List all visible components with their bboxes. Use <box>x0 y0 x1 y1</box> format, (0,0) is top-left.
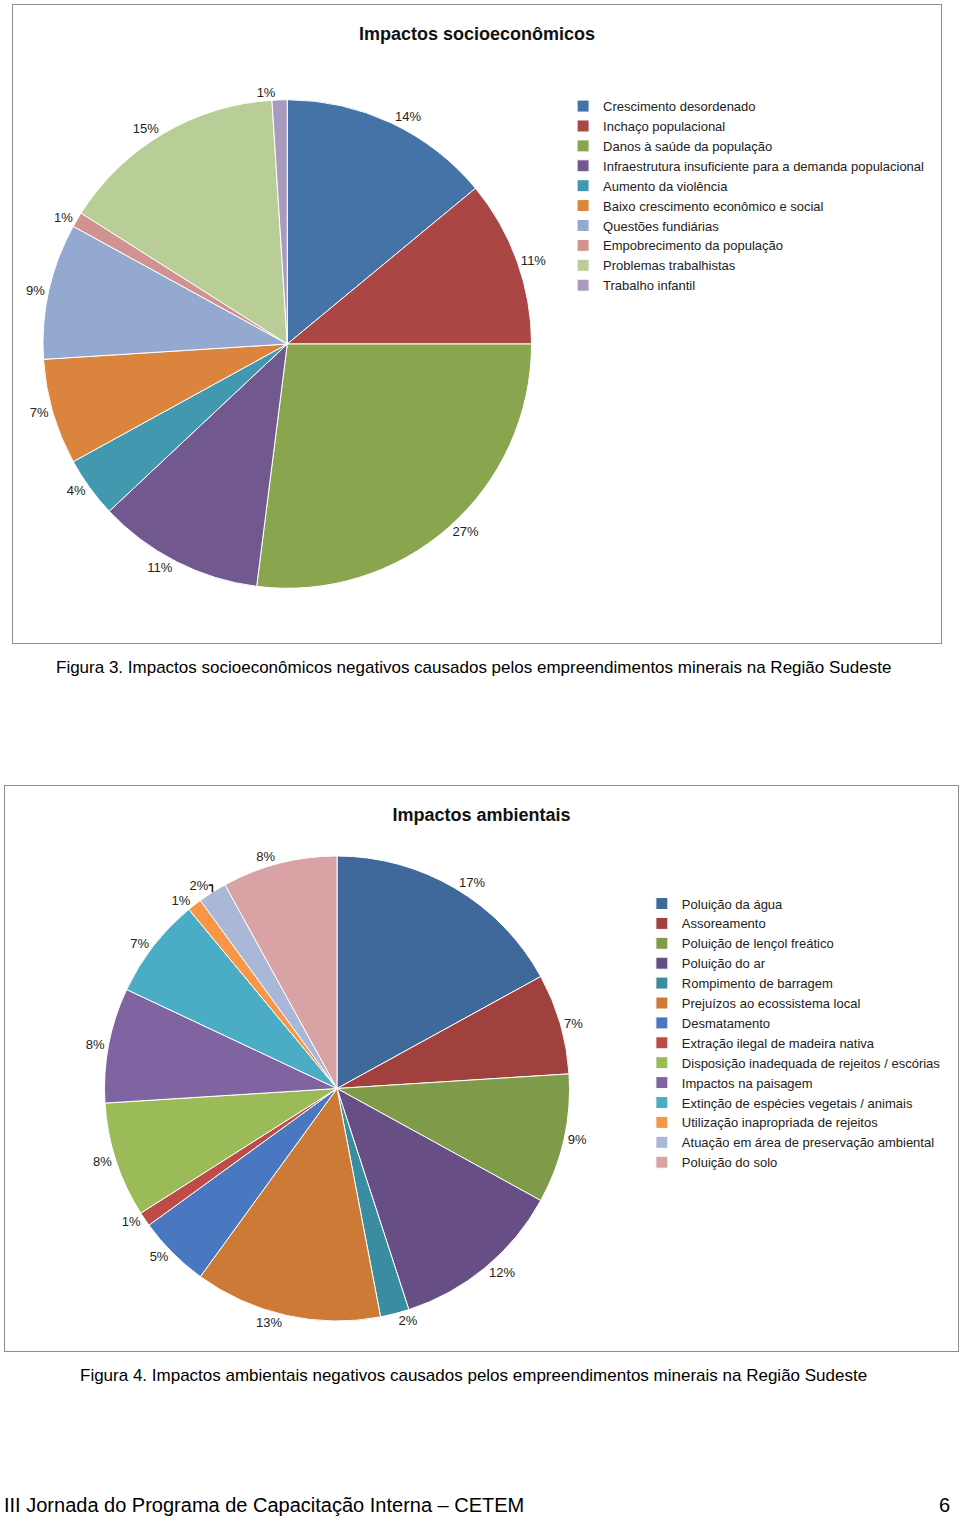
svg-text:Questões fundiárias: Questões fundiárias <box>603 219 719 234</box>
svg-text:Danos à saúde da população: Danos à saúde da população <box>603 139 772 154</box>
svg-text:9%: 9% <box>26 283 45 298</box>
svg-text:15%: 15% <box>133 121 159 136</box>
svg-text:11%: 11% <box>521 253 546 268</box>
svg-text:9%: 9% <box>568 1132 587 1147</box>
html-text:Figura 3. Impactos socioeconôm: Figura 3. Impactos socioeconômicos negat… <box>56 658 892 677</box>
svg-text:Extinção de espécies vegetais: Extinção de espécies vegetais / animais <box>682 1096 913 1111</box>
svg-text:8%: 8% <box>93 1154 112 1169</box>
svg-text:Assoreamento: Assoreamento <box>682 916 766 931</box>
svg-text:1%: 1% <box>257 85 276 100</box>
svg-text:7%: 7% <box>564 1016 583 1031</box>
svg-text:1%: 1% <box>172 893 191 908</box>
svg-text:Problemas trabalhistas: Problemas trabalhistas <box>603 258 736 273</box>
svg-text:Poluição do ar: Poluição do ar <box>682 956 766 971</box>
svg-text:2%: 2% <box>399 1313 418 1328</box>
html-text:III Jornada do Programa de Cap: III Jornada do Programa de Capacitação I… <box>4 1494 525 1516</box>
svg-text:Poluição do solo: Poluição do solo <box>682 1155 777 1170</box>
svg-text:Impactos socioeconômicos: Impactos socioeconômicos <box>359 24 595 44</box>
svg-text:14%: 14% <box>395 109 421 124</box>
svg-text:1%: 1% <box>122 1214 141 1229</box>
svg-text:12%: 12% <box>489 1265 515 1280</box>
svg-text:11%: 11% <box>147 560 172 575</box>
svg-text:Poluição de lençol freático: Poluição de lençol freático <box>682 936 834 951</box>
svg-text:2%: 2% <box>189 878 208 893</box>
svg-text:Inchaço populacional: Inchaço populacional <box>603 119 725 134</box>
svg-text:27%: 27% <box>453 524 479 539</box>
svg-text:8%: 8% <box>86 1037 105 1052</box>
svg-text:Empobrecimento da população: Empobrecimento da população <box>603 238 783 253</box>
svg-text:Aumento da violência: Aumento da violência <box>603 179 728 194</box>
html-text:Figura 4. Impactos ambientais: Figura 4. Impactos ambientais negativos … <box>80 1366 868 1385</box>
svg-text:7%: 7% <box>30 405 49 420</box>
svg-text:Extração ilegal de madeira nat: Extração ilegal de madeira nativa <box>682 1036 875 1051</box>
svg-text:Rompimento de barragem: Rompimento de barragem <box>682 976 833 991</box>
svg-text:Baixo crescimento econômico e: Baixo crescimento econômico e social <box>603 199 823 214</box>
svg-text:Impactos ambientais: Impactos ambientais <box>392 805 570 825</box>
svg-text:Poluição da água: Poluição da água <box>682 897 783 912</box>
svg-text:13%: 13% <box>256 1315 282 1330</box>
svg-text:7%: 7% <box>130 936 149 951</box>
svg-text:Impactos na paisagem: Impactos na paisagem <box>682 1076 813 1091</box>
svg-text:Disposição inadequada de rejei: Disposição inadequada de rejeitos / escó… <box>682 1056 940 1071</box>
svg-text:1%: 1% <box>54 210 73 225</box>
html-text:6: 6 <box>938 1494 950 1516</box>
svg-text:8%: 8% <box>256 849 275 864</box>
svg-text:Trabalho infantil: Trabalho infantil <box>603 278 695 293</box>
svg-text:Infraestrutura insuficiente pa: Infraestrutura insuficiente para a deman… <box>603 159 924 174</box>
svg-text:Prejuízos ao ecossistema local: Prejuízos ao ecossistema local <box>682 996 861 1011</box>
svg-text:5%: 5% <box>150 1249 169 1264</box>
svg-text:Atuação em área de preservação: Atuação em área de preservação ambiental <box>682 1135 934 1150</box>
svg-text:4%: 4% <box>67 483 86 498</box>
svg-text:17%: 17% <box>459 875 485 890</box>
svg-text:Desmatamento: Desmatamento <box>682 1016 770 1031</box>
svg-text:Utilização inapropriada de rej: Utilização inapropriada de rejeitos <box>682 1115 878 1130</box>
svg-text:Crescimento desordenado: Crescimento desordenado <box>603 99 755 114</box>
